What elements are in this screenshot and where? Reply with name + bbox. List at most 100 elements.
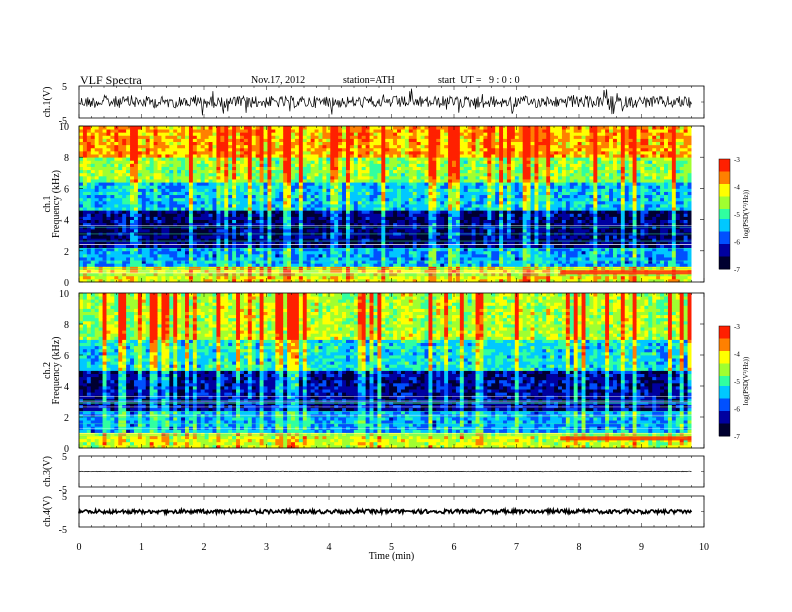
spectrogram-cell: [322, 188, 327, 192]
spectrogram-cell: [353, 241, 359, 245]
spectrogram-cell: [122, 219, 127, 224]
spectrogram-cell: [546, 197, 551, 202]
spectrogram-cell: [298, 235, 304, 239]
spectrogram-cell: [416, 250, 421, 255]
spectrogram-cell: [322, 278, 327, 283]
spectrogram-cell: [412, 247, 418, 252]
spectrogram-cell: [306, 253, 312, 258]
spectrogram-cell: [573, 244, 579, 249]
spectrogram-cell: [448, 194, 453, 199]
spectrogram-cell: [259, 216, 264, 220]
spectrogram-cell: [632, 219, 637, 224]
spectrogram-cell: [609, 257, 614, 261]
spectrogram-cell: [550, 219, 555, 224]
spectrogram-cell: [153, 238, 158, 242]
spectrogram-cell: [247, 213, 253, 217]
spectrogram-cell: [530, 260, 535, 264]
spectrogram-cell: [495, 278, 500, 283]
spectrogram-cell: [181, 272, 186, 277]
spectrogram-cell: [636, 191, 641, 196]
spectrogram-cell: [353, 269, 359, 274]
spectrogram-cell: [204, 182, 209, 186]
spectrogram-cell: [558, 266, 563, 270]
spectrogram-cell: [452, 272, 457, 277]
spectrogram-cell: [440, 222, 445, 227]
spectrogram-cell: [518, 194, 524, 199]
spectrogram-cell: [667, 228, 673, 233]
spectrogram-cell: [192, 216, 198, 220]
spectrogram-cell: [357, 238, 363, 242]
spectrogram-cell: [546, 235, 551, 239]
spectrogram-cell: [538, 225, 543, 230]
spectrogram-cell: [161, 210, 166, 214]
spectrogram-cell: [173, 204, 178, 208]
spectrogram-cell: [444, 207, 449, 211]
spectrogram-cell: [687, 207, 692, 211]
spectrogram-cell: [126, 188, 131, 192]
spectrogram-cell: [404, 247, 410, 252]
spectrogram-cell: [428, 191, 433, 196]
spectrogram-cell: [561, 266, 567, 270]
spectrogram-cell: [561, 194, 567, 199]
spectrogram-cell: [224, 200, 229, 205]
spectrogram-cell: [499, 263, 504, 267]
spectrogram-cell: [306, 263, 312, 267]
spectrogram-cell: [318, 244, 323, 249]
spectrogram-cell: [204, 210, 209, 214]
spectrogram-cell: [601, 207, 606, 211]
spectrogram-cell: [404, 241, 410, 245]
spectrogram-cell: [204, 272, 209, 277]
spectrogram-cell: [208, 219, 213, 224]
spectrogram-cell: [538, 235, 543, 239]
spectrogram-cell: [475, 257, 480, 261]
spectrogram-cell: [169, 235, 174, 239]
spectrogram-cell: [616, 200, 622, 205]
spectrogram-cell: [345, 241, 351, 245]
spectrogram-cell: [349, 216, 355, 220]
spectrogram-cell: [522, 225, 527, 230]
spectrogram-cell: [389, 219, 394, 224]
spectrogram-cell: [338, 247, 343, 252]
spectrogram-cell: [620, 263, 626, 267]
spectrogram-cell: [436, 225, 441, 230]
spectrogram-cell: [314, 204, 319, 208]
spectrogram-cell: [106, 247, 111, 252]
spectrogram-cell: [440, 272, 445, 277]
spectrogram-cell: [228, 225, 233, 230]
spectrogram-cell: [82, 278, 88, 283]
spectrogram-cell: [534, 244, 539, 249]
spectrogram-cell: [632, 257, 637, 261]
spectrogram-cell: [609, 253, 614, 258]
spectrogram-cell: [664, 185, 669, 189]
spectrogram-cell: [526, 207, 531, 211]
spectrogram-cell: [612, 213, 618, 217]
spectrogram-cell: [377, 194, 382, 199]
spectrogram-cell: [86, 197, 92, 202]
spectrogram-cell: [452, 269, 457, 274]
spectrogram-cell: [255, 225, 261, 230]
spectrogram-cell: [452, 213, 457, 217]
spectrogram-cell: [279, 278, 284, 283]
spectrogram-cell: [436, 260, 441, 264]
spectrogram-cell: [452, 241, 457, 245]
spectrogram-cell: [169, 185, 174, 189]
spectrogram-cell: [302, 216, 308, 220]
spectrogram-cell: [79, 228, 84, 233]
spectrogram-cell: [475, 207, 480, 211]
spectrogram-cell: [318, 207, 323, 211]
spectrogram-cell: [365, 253, 370, 258]
spectrogram-cell: [118, 241, 123, 245]
spectrogram-cell: [169, 225, 174, 230]
spectrogram-cell: [452, 222, 457, 227]
spectrogram-cell: [212, 191, 217, 196]
spectrogram-cell: [169, 275, 174, 280]
spectrogram-cell: [542, 225, 547, 230]
spectrogram-cell: [620, 244, 626, 249]
spectrogram-cell: [334, 235, 339, 239]
spectrogram-cell: [448, 210, 453, 214]
spectrogram-cell: [640, 238, 645, 242]
spectrogram-cell: [334, 278, 339, 283]
spectrogram-cell: [314, 275, 319, 280]
spectrogram-cell: [228, 263, 233, 267]
spectrogram-cell: [318, 263, 323, 267]
